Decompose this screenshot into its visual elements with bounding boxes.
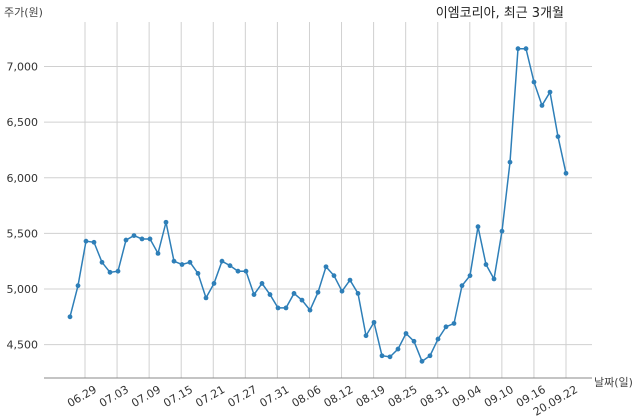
data-point (251, 292, 257, 297)
x-tick-label: 09.10 (482, 383, 516, 410)
data-point (115, 268, 121, 274)
data-point (211, 281, 217, 286)
data-point (195, 271, 201, 276)
data-point (459, 283, 465, 289)
data-point (267, 292, 273, 297)
x-tick-label: 06.29 (65, 383, 99, 410)
x-tick-label: 08.06 (290, 383, 324, 410)
data-point (187, 259, 193, 265)
x-tick-label: 07.09 (129, 383, 163, 410)
y-tick-label: 5,000 (7, 283, 39, 296)
y-tick-label: 7,000 (7, 61, 39, 74)
data-point (467, 273, 473, 279)
data-point (539, 103, 545, 108)
data-point (219, 258, 225, 264)
y-tick-label: 6,500 (7, 116, 39, 129)
data-point (83, 238, 89, 244)
chart-title: 이엠코리아, 최근 3개월 (436, 6, 564, 21)
data-point (499, 228, 505, 234)
data-point (379, 353, 385, 359)
data-point (123, 237, 129, 243)
data-point (259, 281, 265, 286)
data-point (107, 269, 113, 275)
grid-lines (44, 22, 592, 378)
data-point (363, 333, 369, 339)
x-tick-label: 08.31 (418, 383, 452, 410)
data-point (91, 239, 97, 245)
x-tick-label: 07.21 (193, 383, 227, 410)
data-point (491, 276, 497, 282)
data-point (347, 277, 353, 283)
data-point (203, 295, 209, 301)
data-point (147, 236, 153, 242)
data-point (475, 224, 481, 230)
x-tick-label: 07.03 (97, 383, 131, 410)
data-point (235, 268, 241, 274)
data-point (283, 305, 289, 311)
data-point (291, 291, 297, 296)
data-point (483, 262, 489, 267)
data-point (507, 159, 513, 165)
data-point (427, 353, 433, 359)
data-point (555, 134, 561, 139)
data-point (331, 273, 337, 279)
data-points (67, 46, 569, 364)
data-point (227, 263, 233, 269)
data-point (139, 236, 145, 242)
data-point (419, 358, 425, 364)
data-point (155, 251, 161, 256)
data-point (435, 336, 441, 342)
data-point (515, 46, 521, 52)
data-point (315, 289, 321, 295)
x-tick-label: 08.19 (354, 383, 388, 410)
data-point (67, 314, 73, 320)
y-tick-label: 6,000 (7, 172, 39, 185)
data-point (163, 219, 169, 225)
data-point (275, 305, 281, 311)
x-tick-label: 08.25 (386, 383, 420, 410)
data-point (307, 307, 313, 313)
data-point (299, 297, 305, 303)
x-tick-label: 07.15 (161, 383, 195, 410)
x-tick-label: 09.04 (450, 383, 484, 410)
data-point (523, 46, 529, 52)
data-point (563, 170, 569, 176)
data-point (323, 264, 329, 270)
data-point (395, 346, 401, 352)
x-tick-label: 07.31 (258, 383, 292, 410)
data-point (443, 324, 449, 330)
y-tick-label: 4,500 (7, 339, 39, 352)
data-point (371, 319, 377, 325)
data-point (171, 258, 177, 264)
y-axis-label: 주가(원) (4, 6, 43, 19)
data-point (355, 291, 361, 296)
y-tick-label: 5,500 (7, 227, 39, 240)
data-point (403, 331, 409, 336)
data-point (547, 89, 553, 95)
data-point (339, 288, 345, 294)
data-point (531, 79, 537, 85)
x-tick-label: 08.12 (322, 383, 356, 410)
y-tick-labels: 4,500 5,000 5,500 6,000 6,500 7,000 (7, 61, 39, 352)
data-point (451, 321, 457, 326)
data-point (75, 283, 81, 289)
x-tick-labels: 06.2907.0307.0907.1507.2107.2707.3108.06… (65, 383, 580, 419)
data-point (131, 233, 137, 239)
x-tick-label: 07.27 (225, 383, 259, 410)
data-point (387, 354, 393, 360)
data-point (243, 268, 249, 274)
data-point (179, 262, 185, 267)
x-axis-label: 날짜(일) (594, 375, 633, 389)
series-line (69, 47, 567, 363)
data-point (99, 259, 105, 265)
data-point (411, 338, 417, 344)
